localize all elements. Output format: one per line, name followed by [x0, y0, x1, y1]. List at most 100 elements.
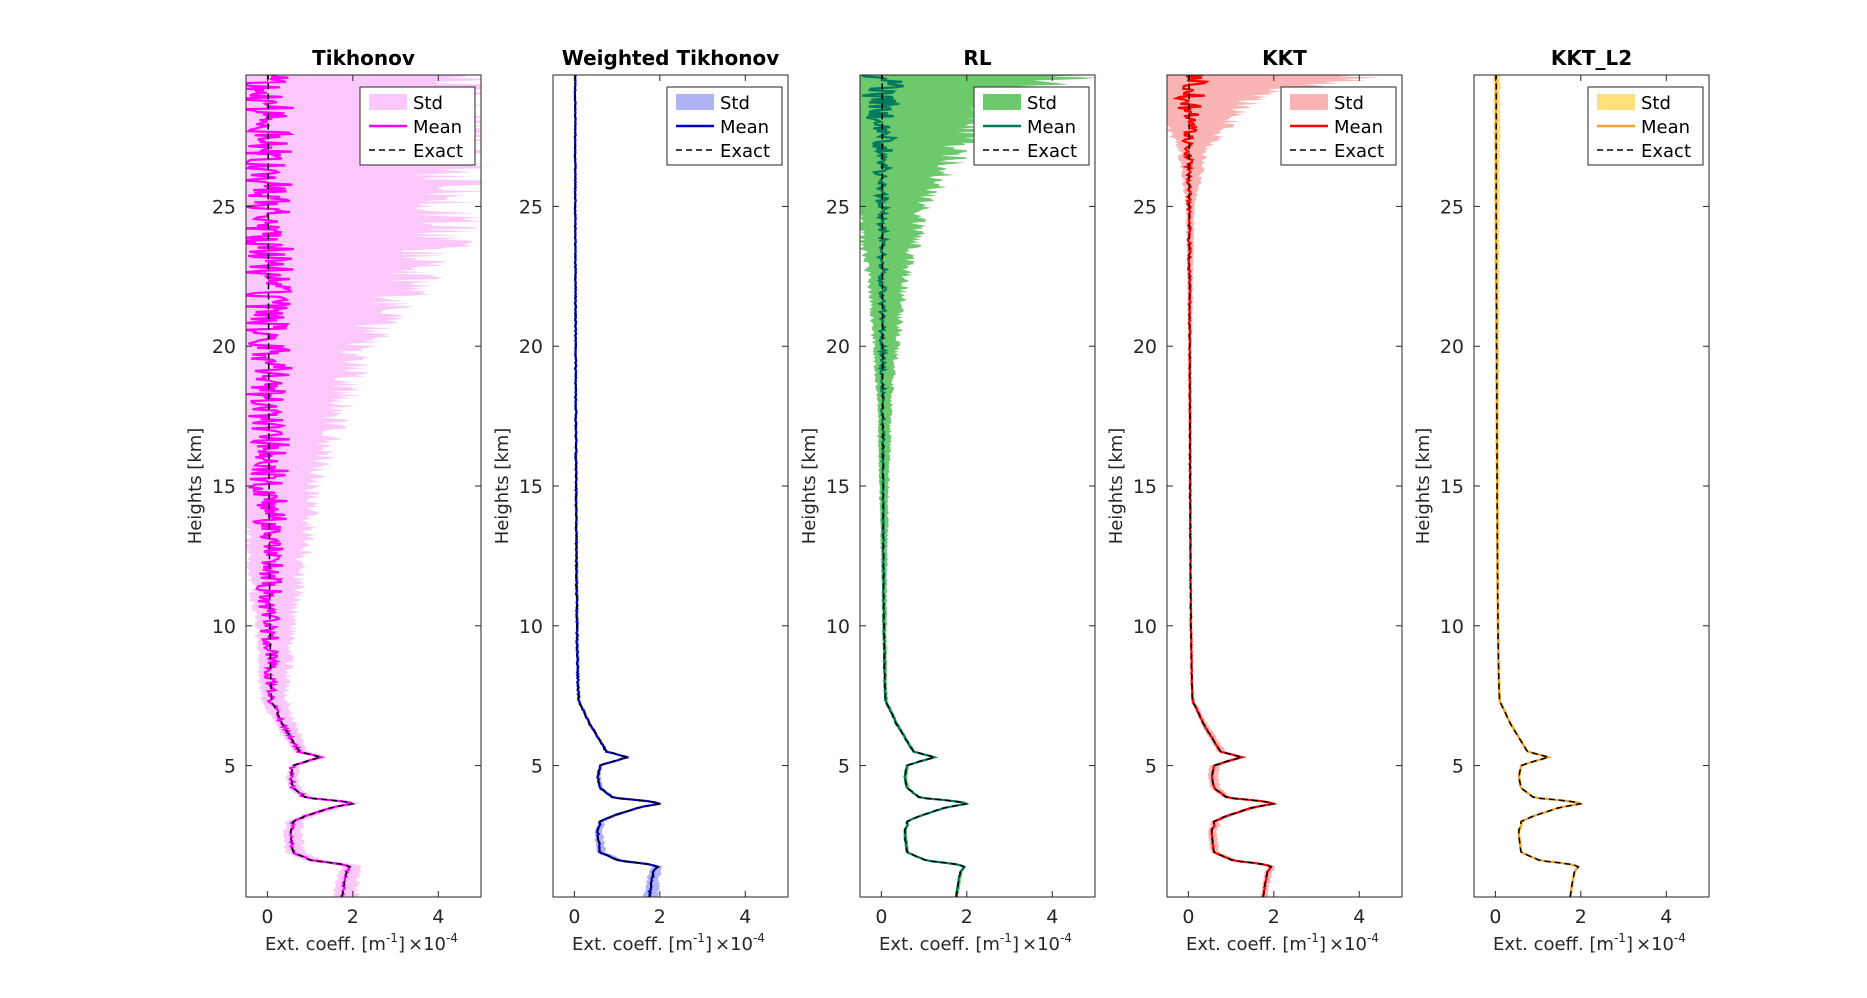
x-axis-label-end: ] [398, 934, 405, 955]
y-tick-label: 25 [212, 196, 236, 218]
y-axis-label: Heights [km] [185, 428, 206, 545]
plot-content [860, 75, 1095, 897]
y-tick-label: 5 [531, 756, 543, 778]
x-axis-label-end: ] [1626, 934, 1633, 955]
x-tick-label: 2 [347, 906, 359, 928]
x-tick-label: 4 [1046, 906, 1058, 928]
x-tick-label: 2 [654, 906, 666, 928]
legend-mean-label: Mean [720, 117, 769, 138]
legend: Std Mean Exact [973, 86, 1090, 166]
legend-std-swatch [1597, 94, 1635, 110]
y-tick-label: 10 [1440, 616, 1464, 638]
scale-base: 10 [423, 934, 446, 955]
y-tick-label: 10 [826, 616, 850, 638]
scale-base: 10 [1651, 934, 1674, 955]
scale-exponent: -4 [446, 931, 458, 945]
y-tick-label: 10 [212, 616, 236, 638]
x-axis-label: Ext. coeff. [m-1] ×10-4 [265, 931, 458, 955]
legend-mean-label: Mean [1641, 117, 1690, 138]
plot-content [1493, 75, 1584, 897]
y-axis-label: Heights [km] [1413, 428, 1434, 545]
x-axis-label-unit-exponent: -1 [1614, 931, 1626, 945]
x-tick-label: 0 [1489, 906, 1501, 928]
exact-line [1495, 75, 1583, 897]
x-axis-label: Ext. coeff. [m-1] ×10-4 [1493, 931, 1686, 955]
scale-exponent: -4 [1367, 931, 1379, 945]
y-tick-label: 20 [826, 336, 850, 358]
plot-content [246, 75, 481, 897]
panel-1: 0 2 4 5 10 15 20 25 Tikhonov Heights [km] Ext. coe… [185, 46, 482, 955]
y-tick-label: 15 [212, 476, 236, 498]
x-axis-label-unit-exponent: -1 [1000, 931, 1012, 945]
y-tick-label: 25 [519, 196, 543, 218]
scale-times: × [1636, 934, 1651, 955]
legend-exact-label: Exact [1027, 141, 1077, 162]
x-tick-label: 0 [568, 906, 580, 928]
panel-title: Tikhonov [312, 46, 415, 70]
x-tick-label: 2 [961, 906, 973, 928]
legend-std-swatch [676, 94, 714, 110]
x-axis-label-unit-exponent: -1 [693, 931, 705, 945]
legend-exact-label: Exact [1641, 141, 1691, 162]
x-axis-label-main: Ext. coeff. [m [572, 934, 693, 955]
x-tick-label: 0 [875, 906, 887, 928]
y-tick-label: 15 [519, 476, 543, 498]
y-tick-label: 25 [1133, 196, 1157, 218]
x-tick-label: 4 [1660, 906, 1672, 928]
legend: Std Mean Exact [359, 86, 476, 166]
scale-exponent: -4 [1674, 931, 1686, 945]
legend-exact-label: Exact [413, 141, 463, 162]
x-tick-label: 4 [432, 906, 444, 928]
x-axis-label-unit-exponent: -1 [1307, 931, 1319, 945]
y-tick-label: 5 [838, 756, 850, 778]
x-axis-label-end: ] [1012, 934, 1019, 955]
legend-exact-label: Exact [1334, 141, 1384, 162]
panel-title: KKT_L2 [1551, 46, 1632, 70]
exact-line [574, 75, 662, 897]
y-tick-label: 20 [519, 336, 543, 358]
y-tick-label: 10 [519, 616, 543, 638]
x-axis-label: Ext. coeff. [m-1] ×10-4 [572, 931, 765, 955]
y-tick-label: 20 [212, 336, 236, 358]
y-tick-label: 15 [1133, 476, 1157, 498]
x-tick-label: 2 [1268, 906, 1280, 928]
x-axis-label-end: ] [705, 934, 712, 955]
y-tick-label: 20 [1133, 336, 1157, 358]
exact-line [267, 75, 355, 897]
legend: Std Mean Exact [1280, 86, 1397, 166]
x-axis-label: Ext. coeff. [m-1] ×10-4 [1186, 931, 1379, 955]
scale-base: 10 [730, 934, 753, 955]
plot-area [1167, 75, 1402, 897]
legend-std-label: Std [1334, 93, 1364, 114]
legend-std-label: Std [1027, 93, 1057, 114]
scale-times: × [715, 934, 730, 955]
legend: Std Mean Exact [666, 86, 783, 166]
exact-line [1188, 75, 1276, 897]
x-axis-label: Ext. coeff. [m-1] ×10-4 [879, 931, 1072, 955]
y-tick-label: 25 [826, 196, 850, 218]
x-axis-label-main: Ext. coeff. [m [1493, 934, 1614, 955]
scale-base: 10 [1037, 934, 1060, 955]
mean-line [246, 75, 356, 897]
y-tick-label: 5 [1452, 756, 1464, 778]
scale-times: × [1329, 934, 1344, 955]
legend-mean-label: Mean [1334, 117, 1383, 138]
panel-2: 0 2 4 5 10 15 20 25 Weighted Tikhonov Heights [km… [492, 46, 789, 955]
panel-title: RL [963, 46, 991, 70]
x-tick-label: 4 [739, 906, 751, 928]
scale-exponent: -4 [1060, 931, 1072, 945]
panel-4: 0 2 4 5 10 15 20 25 KKT Heights [km] Ext. coeff. [… [1106, 46, 1403, 955]
legend-std-swatch [369, 94, 407, 110]
scale-exponent: -4 [753, 931, 765, 945]
y-tick-label: 15 [1440, 476, 1464, 498]
x-tick-label: 4 [1353, 906, 1365, 928]
x-tick-label: 0 [261, 906, 273, 928]
x-tick-label: 0 [1182, 906, 1194, 928]
y-tick-label: 20 [1440, 336, 1464, 358]
legend-std-label: Std [1641, 93, 1671, 114]
x-axis-label-main: Ext. coeff. [m [879, 934, 1000, 955]
panel-5: 0 2 4 5 10 15 20 25 KKT_L2 Heights [km] Ext. coeff… [1413, 46, 1710, 955]
legend-exact-label: Exact [720, 141, 770, 162]
x-axis-label-main: Ext. coeff. [m [1186, 934, 1307, 955]
